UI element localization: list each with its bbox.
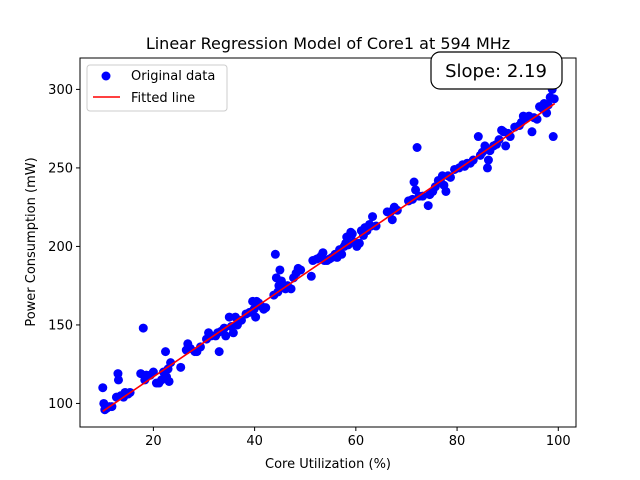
data-point-149 — [501, 141, 511, 151]
data-point-8 — [113, 375, 123, 385]
data-point-109 — [387, 215, 397, 225]
data-point-168 — [548, 132, 558, 142]
y-tick-label-300: 300 — [48, 83, 73, 98]
y-tick-label-200: 200 — [48, 240, 73, 255]
y-axis-label: Power Consumption (mW) — [24, 157, 39, 326]
data-point-114 — [409, 177, 419, 187]
data-point-158 — [527, 127, 537, 137]
data-point-19 — [148, 367, 158, 377]
data-point-119 — [423, 201, 433, 211]
x-tick-label-100: 100 — [546, 434, 571, 449]
data-point-169 — [549, 94, 559, 104]
slope-annotation-box — [430, 51, 563, 90]
x-tick-label-20: 20 — [145, 434, 162, 449]
data-point-105 — [368, 212, 378, 222]
data-point-146 — [494, 135, 504, 145]
x-tick-label-60: 60 — [348, 434, 365, 449]
y-axis: 100 150 200 250 300 — [48, 83, 80, 412]
data-point-137 — [473, 132, 483, 142]
data-point-71 — [286, 284, 296, 294]
x-tick-label-40: 40 — [246, 434, 263, 449]
slope-annotation: Slope: 2.19 — [430, 51, 563, 90]
data-point-89 — [337, 249, 347, 259]
data-point-60 — [261, 303, 271, 313]
data-point-81 — [318, 248, 328, 258]
data-point-28 — [166, 358, 176, 368]
y-tick-label-100: 100 — [48, 397, 73, 412]
data-point-95 — [347, 229, 357, 239]
data-point-129 — [445, 172, 455, 182]
x-axis-label: Core Utilization (%) — [265, 457, 391, 472]
data-point-141 — [482, 163, 492, 173]
data-point-116 — [412, 143, 422, 152]
legend-label-original-data: Original data — [131, 69, 215, 84]
chart-title: Linear Regression Model of Core1 at 594 … — [146, 34, 510, 53]
data-point-41 — [214, 347, 224, 357]
data-point-98 — [354, 238, 364, 248]
data-point-27 — [164, 376, 174, 386]
fitted-line — [102, 102, 556, 412]
data-point-29 — [176, 362, 186, 372]
legend: Original data Fitted line — [86, 64, 228, 112]
data-point-47 — [228, 328, 238, 338]
data-point-0 — [98, 383, 108, 393]
y-tick-label-150: 150 — [48, 318, 73, 333]
data-point-127 — [441, 186, 451, 196]
fitted-line-layer — [102, 102, 556, 412]
data-point-151 — [505, 132, 515, 142]
data-point-75 — [296, 265, 306, 275]
data-point-15 — [138, 323, 148, 333]
data-point-44 — [221, 331, 231, 341]
slope-annotation-text: Slope: 2.19 — [445, 61, 547, 82]
x-tick-label-80: 80 — [449, 434, 466, 449]
data-point-62 — [270, 249, 280, 259]
legend-box — [86, 64, 228, 112]
data-point-118 — [418, 191, 428, 201]
data-point-35 — [195, 342, 205, 352]
data-point-142 — [483, 155, 493, 165]
x-axis: 20 40 60 80 100 — [145, 427, 571, 449]
data-point-76 — [306, 271, 316, 281]
data-point-55 — [251, 312, 261, 322]
legend-marker-original-data — [101, 71, 111, 81]
data-point-24 — [161, 347, 171, 357]
y-tick-label-250: 250 — [48, 161, 73, 176]
scatter-points — [98, 84, 559, 415]
legend-label-fitted-line: Fitted line — [131, 91, 195, 106]
plot-frame — [79, 57, 577, 428]
data-point-66 — [275, 265, 285, 275]
